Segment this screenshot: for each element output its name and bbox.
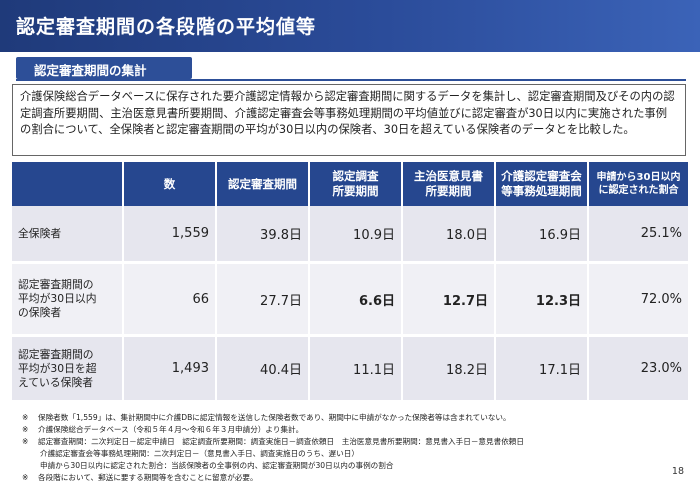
cell-count: 1,493 [124,337,217,403]
cell-survey-period: 11.1日 [310,337,403,403]
table-row-all-insurers: 全保険者 1,559 39.8日 10.9日 18.0日 16.9日 25.1% [12,206,688,264]
header-count: 数 [124,162,217,206]
row-label: 認定審査期間の 平均が30日以内 の保険者 [12,264,124,337]
footnote-line: ※ 認定審査期間：二次判定日－認定申請日 認定調査所要期間：調査実施日－調査依頼日… [22,436,662,448]
cell-count: 1,559 [124,206,217,264]
footnote-text: 介護認定審査会等事務処理期間：二次判定日－（意見書入手日、調査実施日のうち、遅い… [40,449,359,458]
header-committee-period: 介護認定審査会 等事務処理期間 [496,162,589,206]
header-corner-cell [12,162,124,206]
section-label-text: 認定審査期間の集計 [34,63,147,78]
cell-committee-period: 16.9日 [496,206,589,264]
footnote-line: ※ 介護保険総合データベース（令和５年４月～令和６年３月申請分）より集計。 [22,424,662,436]
section-label: 認定審査期間の集計 [16,57,192,79]
cell-physician-opinion-period: 12.7日 [403,264,496,337]
table-row-over-30-days: 認定審査期間の 平均が30日を超 えている保険者 1,493 40.4日 11.1日… [12,337,688,403]
page-title: 認定審査期間の各段階の平均値等 [16,16,317,38]
footnote-text: 申請から30日以内に認定された割合：当該保険者の全事例の内、認定審査期間が30日… [40,461,394,470]
cell-physician-opinion-period: 18.0日 [403,206,496,264]
page-number: 18 [671,466,684,477]
summary-table: 数 認定審査期間 認定調査 所要期間 主治医意見書 所要期間 介護認定審査会 等事務処… [12,162,688,403]
footnotes: ※ 保険者数「1,559」は、集計期間中に介護DBに認定情報を送信した保険者数であ… [22,412,662,484]
row-label: 認定審査期間の 平均が30日を超 えている保険者 [12,337,124,403]
cell-review-period: 27.7日 [217,264,310,337]
header-review-period: 認定審査期間 [217,162,310,206]
table-header-row: 数 認定審査期間 認定調査 所要期間 主治医意見書 所要期間 介護認定審査会 等事務処… [12,162,688,206]
cell-committee-period: 12.3日 [496,264,589,337]
footnote-line: 申請から30日以内に認定された割合：当該保険者の全事例の内、認定審査期間が30日… [22,460,662,472]
header-within-30-days-ratio: 申請から30日以内 に認定された割合 [589,162,688,206]
description-box: 介護保険総合データベースに保存された要介護認定情報から認定審査期間に関するデータ… [12,84,686,156]
cell-physician-opinion-period: 18.2日 [403,337,496,403]
footnote-mark: ※ [22,413,29,422]
header-physician-opinion-period: 主治医意見書 所要期間 [403,162,496,206]
title-bar: 認定審査期間の各段階の平均値等 [0,0,700,52]
header-survey-period: 認定調査 所要期間 [310,162,403,206]
footnote-line: 介護認定審査会等事務処理期間：二次判定日－（意見書入手日、調査実施日のうち、遅い… [22,448,662,460]
cell-survey-period: 10.9日 [310,206,403,264]
cell-survey-period: 6.6日 [310,264,403,337]
cell-committee-period: 17.1日 [496,337,589,403]
footnote-text: 認定審査期間：二次判定日－認定申請日 認定調査所要期間：調査実施日－調査依頼日 … [38,437,524,446]
footnote-line: ※ 各段階において、郵送に要する期間等を含むことに留意が必要。 [22,472,662,484]
cell-count: 66 [124,264,217,337]
footnote-text: 保険者数「1,559」は、集計期間中に介護DBに認定情報を送信した保険者数であり… [38,413,511,422]
footnote-mark: ※ [22,473,29,482]
footnote-mark: ※ [22,425,29,434]
cell-within-30-days-ratio: 72.0% [589,264,688,337]
cell-within-30-days-ratio: 23.0% [589,337,688,403]
section-divider [16,79,686,81]
cell-within-30-days-ratio: 25.1% [589,206,688,264]
table-row-within-30-days: 認定審査期間の 平均が30日以内 の保険者 66 27.7日 6.6日 12.7日 … [12,264,688,337]
footnote-text: 各段階において、郵送に要する期間等を含むことに留意が必要。 [38,473,258,482]
footnote-text: 介護保険総合データベース（令和５年４月～令和６年３月申請分）より集計。 [38,425,304,434]
footnote-mark: ※ [22,437,29,446]
cell-review-period: 39.8日 [217,206,310,264]
row-label: 全保険者 [12,206,124,264]
footnote-line: ※ 保険者数「1,559」は、集計期間中に介護DBに認定情報を送信した保険者数であ… [22,412,662,424]
cell-review-period: 40.4日 [217,337,310,403]
